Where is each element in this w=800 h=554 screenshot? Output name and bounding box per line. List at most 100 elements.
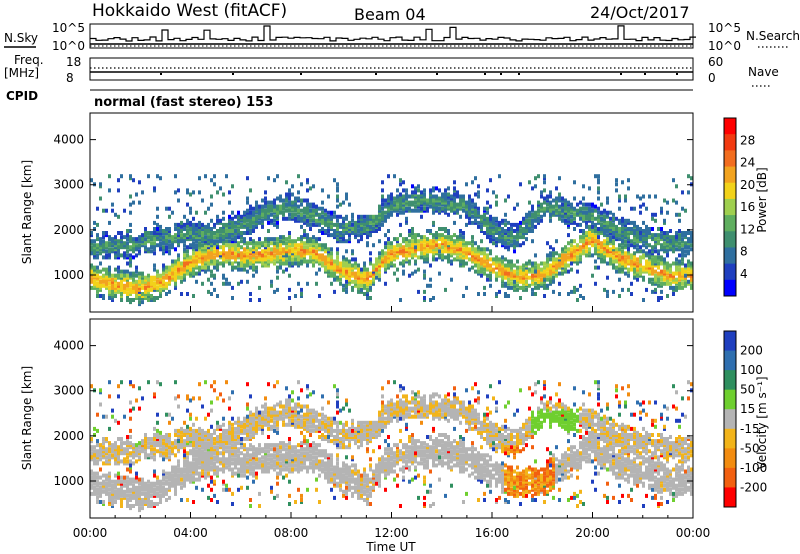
velocity-cell — [183, 445, 186, 450]
power-cell — [654, 233, 657, 238]
power-cell — [681, 261, 684, 266]
power-cell — [633, 229, 636, 233]
power-cell — [501, 265, 504, 270]
power-cell — [636, 194, 639, 199]
power-cell — [618, 277, 621, 282]
power-cell — [477, 263, 480, 268]
power-cell — [402, 239, 405, 244]
velocity-cell — [201, 487, 204, 492]
power-cell — [180, 229, 183, 233]
velocity-cell — [141, 491, 144, 496]
power-cell — [405, 192, 408, 197]
power-cell — [129, 263, 132, 268]
power-cell — [627, 233, 630, 238]
power-cell — [573, 206, 576, 211]
velocity-cell — [126, 475, 129, 480]
power-cell — [333, 210, 336, 215]
power-cell — [609, 253, 612, 258]
power-cell — [168, 265, 171, 270]
power-cell — [483, 251, 486, 256]
power-cell — [660, 296, 663, 300]
power-cell — [417, 194, 420, 199]
power-cell — [507, 194, 510, 199]
power-cell — [183, 247, 186, 252]
power-cell — [309, 212, 312, 217]
power-cell — [264, 196, 267, 201]
velocity-cell — [126, 498, 129, 502]
power-cell — [117, 265, 120, 270]
velocity-cell — [189, 398, 192, 403]
power-cell — [558, 271, 561, 276]
power-cell — [588, 233, 591, 238]
n-sky-trace — [90, 25, 696, 42]
power-cell — [330, 233, 333, 238]
power-cell — [585, 202, 588, 207]
power-cell — [480, 224, 483, 229]
power-cell — [318, 237, 321, 242]
nave-tick-bottom: 0 — [708, 71, 716, 85]
power-cell — [615, 247, 618, 252]
power-cell — [402, 180, 405, 185]
power-cell — [252, 259, 255, 264]
power-cell — [438, 249, 441, 254]
power-cell — [324, 243, 327, 248]
power-cell — [297, 281, 300, 286]
velocity-cell — [138, 498, 141, 502]
power-cell — [96, 243, 99, 248]
freq-marker — [232, 73, 234, 75]
power-cell — [135, 253, 138, 258]
freq-tick-top: 18 — [66, 55, 81, 69]
power-cell — [633, 253, 636, 258]
power-cell — [210, 239, 213, 244]
power-cell — [225, 229, 228, 233]
power-cell — [681, 267, 684, 272]
power-cell — [516, 283, 519, 288]
velocity-cell — [159, 430, 162, 435]
power-cell — [402, 269, 405, 274]
colorbar-swatch — [724, 215, 736, 232]
power-cell — [198, 247, 201, 252]
power-cell — [384, 198, 387, 203]
power-cell — [420, 247, 423, 252]
power-cell — [639, 255, 642, 260]
power-cell — [306, 247, 309, 252]
power-cell — [462, 198, 465, 203]
power-cell — [396, 243, 399, 248]
power-cell — [579, 206, 582, 211]
power-cell — [156, 273, 159, 278]
power-cell — [681, 239, 684, 244]
velocity-cell — [207, 445, 210, 450]
power-cell — [423, 192, 426, 197]
power-cell — [243, 263, 246, 268]
power-cell — [525, 237, 528, 242]
power-cell — [591, 224, 594, 229]
power-cell — [216, 214, 219, 219]
power-cell — [336, 247, 339, 252]
power-cell — [444, 192, 447, 197]
velocity-cell — [126, 485, 129, 490]
power-cell — [132, 285, 135, 290]
velocity-cell — [129, 441, 132, 446]
power-cell — [306, 233, 309, 238]
power-cell — [291, 239, 294, 244]
power-cell — [612, 216, 615, 221]
power-cell — [546, 259, 549, 264]
power-cell — [237, 281, 240, 286]
power-cell — [150, 275, 153, 280]
velocity-cell — [138, 491, 141, 496]
power-cell — [594, 222, 597, 227]
velocity-cell — [108, 487, 111, 492]
power-cell — [159, 247, 162, 252]
power-cell — [291, 184, 294, 189]
velocity-cell — [111, 414, 114, 419]
power-cell — [309, 218, 312, 223]
power-cell — [453, 192, 456, 197]
power-cell — [435, 233, 438, 238]
power-cell — [150, 231, 153, 235]
power-cell — [663, 220, 666, 225]
power-cell — [489, 233, 492, 238]
power-cell — [558, 281, 561, 286]
power-cell — [129, 259, 132, 264]
power-cell — [567, 255, 570, 260]
power-cell — [351, 249, 354, 254]
